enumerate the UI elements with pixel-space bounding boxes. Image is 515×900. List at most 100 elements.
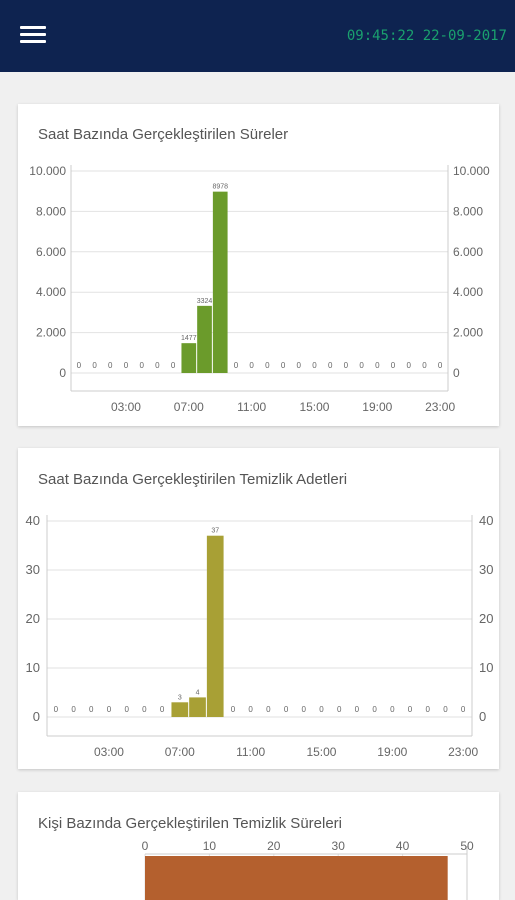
bar: [212, 191, 228, 373]
bar-value-label: 3: [178, 694, 182, 701]
x-tick-label: 20: [267, 839, 281, 853]
card-title: Kişi Bazında Gerçekleştirilen Temizlik S…: [38, 815, 342, 832]
bar-value-label: 0: [407, 361, 412, 370]
bar-value-label: 0: [155, 361, 160, 370]
y-tick-label-left: 2.000: [36, 326, 66, 340]
y-tick-label-right: 2.000: [453, 326, 483, 340]
hourly-cleaning-count-chart: 0 0 10 10 20 20 30 30 40 40 0 0 0 0 0 0 0 3 4 37 0 0 0 0 0 0 0 0 0 0 0…: [26, 513, 494, 759]
bar-value-label: 0: [328, 361, 333, 370]
y-tick-label-left: 30: [26, 562, 40, 577]
y-tick-label-right: 30: [479, 562, 493, 577]
x-tick-label: 40: [396, 839, 410, 853]
bar-value-label: 0: [284, 705, 289, 714]
bar-value-label: 0: [461, 705, 466, 714]
x-tick-label: 15:00: [306, 745, 336, 759]
bar: [171, 702, 189, 717]
bar-value-label: 0: [139, 361, 144, 370]
x-tick-label: 30: [332, 839, 346, 853]
bar-value-label: 0: [234, 361, 239, 370]
bar-value-label: 37: [211, 528, 219, 535]
hourly-durations-chart: 0 0 2.000 2.000 4.000 4.000 6.000 6.000 8.000 8.0…: [29, 164, 490, 414]
y-tick-label-left: 6.000: [36, 245, 66, 259]
x-tick-label: 03:00: [111, 400, 141, 414]
bar-value-label: 0: [124, 705, 129, 714]
y-tick-label-left: 0: [33, 709, 40, 724]
hamburger-menu-icon[interactable]: [20, 24, 46, 46]
bar: [145, 856, 448, 900]
app-bar: 09:45:22 22-09-2017: [0, 0, 515, 72]
bar-value-label: 0: [142, 705, 147, 714]
bar-value-label: 0: [231, 705, 236, 714]
bar-value-label: 0: [108, 361, 113, 370]
x-tick-label: 07:00: [174, 400, 204, 414]
bar-value-label: 0: [426, 705, 431, 714]
person-cleaning-duration-card: Kişi Bazında Gerçekleştirilen Temizlik S…: [18, 792, 499, 900]
y-tick-label-left: 8.000: [36, 204, 66, 218]
bar-value-label: 0: [249, 361, 254, 370]
bar-value-label: 0: [344, 361, 349, 370]
bar-value-label: 0: [422, 361, 427, 370]
bar-value-label: 0: [281, 361, 286, 370]
x-tick-label: 23:00: [448, 745, 478, 759]
y-tick-label-right: 10.000: [453, 164, 490, 178]
y-tick-label-right: 0: [453, 366, 460, 380]
bar-value-label: 0: [160, 705, 165, 714]
y-tick-label-right: 40: [479, 513, 493, 528]
bar-value-label: 0: [107, 705, 112, 714]
x-tick-label: 03:00: [94, 745, 124, 759]
y-tick-label-left: 20: [26, 611, 40, 626]
y-tick-label-left: 10: [26, 660, 40, 675]
bar-value-label: 0: [390, 705, 395, 714]
bar: [181, 343, 197, 373]
bar-value-label: 0: [375, 361, 380, 370]
y-tick-label-right: 10: [479, 660, 493, 675]
x-tick-label: 0: [142, 839, 149, 853]
bar-value-label: 0: [92, 361, 97, 370]
x-tick-label: 11:00: [236, 745, 265, 759]
bar-value-label: 0: [443, 705, 448, 714]
bar-value-label: 0: [372, 705, 377, 714]
bar-value-label: 0: [297, 361, 302, 370]
bar-value-label: 0: [312, 361, 317, 370]
bar-value-label: 4: [196, 689, 200, 696]
bar-value-label: 0: [302, 705, 307, 714]
bar-value-label: 0: [89, 705, 94, 714]
x-tick-label: 19:00: [377, 745, 407, 759]
y-tick-label-right: 8.000: [453, 204, 483, 218]
bar-value-label: 0: [438, 361, 443, 370]
person-cleaning-duration-chart: 0 10 20 30 40 50: [142, 839, 474, 900]
bar: [189, 697, 206, 717]
bar-value-label: 0: [248, 705, 253, 714]
card-title: Saat Bazında Gerçekleştirilen Temizlik A…: [38, 471, 348, 488]
bar-value-label: 8978: [212, 184, 228, 191]
bar: [197, 305, 212, 373]
y-tick-label-left: 4.000: [36, 285, 66, 299]
y-tick-label-left: 40: [26, 513, 40, 528]
bar-value-label: 3324: [197, 298, 213, 305]
bar-value-label: 0: [408, 705, 413, 714]
bar-value-label: 0: [265, 361, 270, 370]
x-tick-label: 11:00: [237, 400, 266, 414]
bar-value-label: 0: [77, 361, 82, 370]
y-tick-label-left: 10.000: [29, 164, 66, 178]
bar-value-label: 0: [54, 705, 59, 714]
card-title: Saat Bazında Gerçekleştirilen Süreler: [38, 126, 289, 143]
bar-value-label: 0: [319, 705, 324, 714]
y-tick-label-right: 0: [479, 709, 486, 724]
x-tick-label: 23:00: [425, 400, 455, 414]
datetime-display: 09:45:22 22-09-2017: [346, 28, 507, 44]
x-tick-label: 07:00: [165, 745, 195, 759]
y-tick-label-right: 6.000: [453, 245, 483, 259]
bar-value-label: 0: [124, 361, 129, 370]
bar-value-label: 1477: [181, 335, 197, 342]
bar: [206, 535, 224, 717]
x-tick-label: 19:00: [362, 400, 392, 414]
y-tick-label-right: 20: [479, 611, 493, 626]
y-tick-label-right: 4.000: [453, 285, 483, 299]
bar-value-label: 0: [171, 361, 176, 370]
bar-value-label: 0: [359, 361, 364, 370]
x-tick-label: 15:00: [299, 400, 329, 414]
bar-value-label: 0: [337, 705, 342, 714]
hourly-cleaning-count-card: Saat Bazında Gerçekleştirilen Temizlik A…: [18, 448, 499, 769]
bar-value-label: 0: [355, 705, 360, 714]
